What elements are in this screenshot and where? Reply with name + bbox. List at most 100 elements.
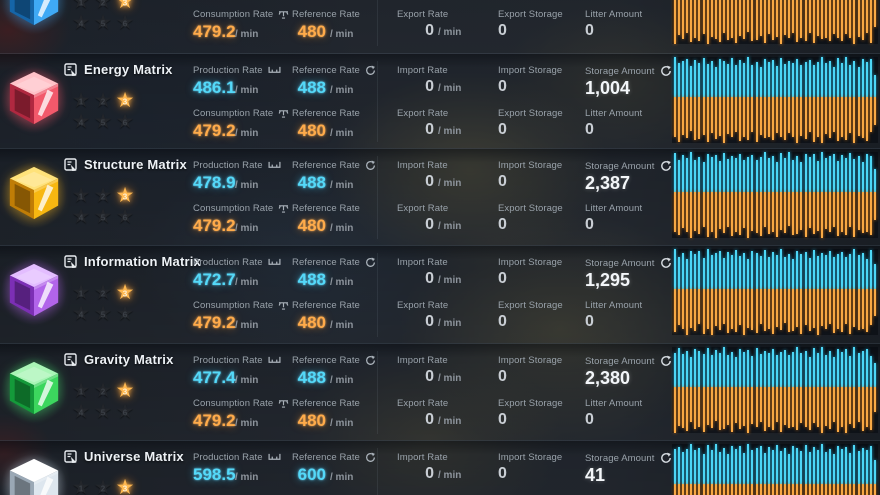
star-3-active[interactable]: ★ 3: [115, 281, 135, 304]
conveyor-belt-icon: [268, 258, 281, 265]
detail-view-icon[interactable]: [64, 157, 78, 172]
star-4[interactable]: ★ 4: [71, 302, 91, 325]
star-2[interactable]: ★ 2: [93, 184, 113, 207]
item-row: Information Matrix ★ 1 ★ 2 ★ 3 ★ 4 ★ 5 ★ 6 Pro…: [0, 245, 880, 344]
refresh-icon[interactable]: [660, 160, 672, 172]
star-2[interactable]: ★ 2: [93, 476, 113, 495]
detail-view-icon[interactable]: [64, 254, 78, 269]
item-name: Universe Matrix: [84, 449, 184, 464]
reference-column: Reference Rate 488/ min Reference Rate 4…: [292, 344, 384, 441]
litter-amount-label: Litter Amount: [585, 9, 643, 20]
star-4[interactable]: ★ 4: [71, 400, 91, 423]
refresh-icon[interactable]: [660, 355, 672, 367]
refresh-icon[interactable]: [365, 355, 376, 366]
star-1[interactable]: ★ 1: [71, 0, 91, 13]
storage-column: Storage Amount Litter Amount 0: [585, 0, 677, 53]
faucet-icon: [278, 302, 289, 310]
storage-amount-label: Storage Amount: [585, 355, 672, 367]
production-bars: [674, 444, 876, 484]
star-rating: ★1 ★2 ★3 ★4 ★5 ★6: [70, 185, 136, 227]
throughput-chart: [672, 249, 878, 335]
star-2[interactable]: ★ 2: [93, 281, 113, 304]
star-5[interactable]: ★ 5: [93, 302, 113, 325]
star-4[interactable]: ★ 4: [71, 11, 91, 34]
storage-amount-value: 2,387: [585, 173, 631, 193]
item-cube-icon[interactable]: [5, 164, 63, 222]
production-rate-value: 478.9/ min: [193, 173, 259, 192]
refresh-icon[interactable]: [365, 257, 376, 268]
reference-column: Reference Rate 600/ min Reference Rate /…: [292, 441, 384, 495]
refresh-icon[interactable]: [365, 65, 376, 76]
reference-column: Reference Rate / min Reference Rate 480/…: [292, 0, 384, 53]
item-name: Structure Matrix: [84, 157, 187, 172]
throughput-chart: [672, 57, 878, 143]
star-1[interactable]: ★ 1: [71, 379, 91, 402]
star-3-active[interactable]: ★ 3: [115, 0, 135, 13]
import-rate-label: Import Rate: [397, 355, 448, 366]
star-5[interactable]: ★ 5: [93, 11, 113, 34]
export-storage-value: 0: [498, 22, 507, 39]
star-4[interactable]: ★ 4: [71, 110, 91, 133]
star-6[interactable]: ★ 6: [115, 302, 135, 325]
star-rating: ★1 ★2 ★3 ★4 ★5 ★6: [70, 90, 136, 132]
star-1[interactable]: ★ 1: [71, 184, 91, 207]
item-cube-icon[interactable]: [5, 69, 63, 127]
consumption-rate-value: 479.2/ min: [193, 411, 259, 430]
detail-view-icon[interactable]: [64, 449, 78, 464]
import-rate-label: Import Rate: [397, 452, 448, 463]
refresh-icon[interactable]: [365, 160, 376, 171]
import-rate-value: 0/ min: [425, 368, 462, 385]
refresh-icon[interactable]: [365, 452, 376, 463]
star-6[interactable]: ★ 6: [115, 205, 135, 228]
litter-amount-value: 0: [585, 121, 594, 138]
reference-rate-value-top: 488/ min: [297, 78, 354, 97]
export-rate-value: 0/ min: [425, 216, 462, 233]
detail-view-icon[interactable]: [64, 62, 78, 77]
refresh-icon[interactable]: [660, 452, 672, 464]
star-6[interactable]: ★ 6: [115, 110, 135, 133]
star-2[interactable]: ★ 2: [93, 89, 113, 112]
star-2[interactable]: ★ 2: [93, 379, 113, 402]
reference-rate-label-bottom: Reference Rate: [292, 108, 360, 119]
star-2[interactable]: ★ 2: [93, 0, 113, 13]
export-storage-label: Export Storage: [498, 108, 563, 119]
star-3-active[interactable]: ★ 3: [115, 379, 135, 402]
reference-rate-value-bottom: 480/ min: [297, 411, 354, 430]
conveyor-belt-icon: [268, 161, 281, 168]
star-5[interactable]: ★ 5: [93, 400, 113, 423]
star-5[interactable]: ★ 5: [93, 205, 113, 228]
star-1[interactable]: ★ 1: [71, 281, 91, 304]
item-row: ★1 ★2 ★3 ★4 ★5 ★6 Production Rate: [0, 0, 880, 53]
consumption-rate-value: 479.2/ min: [193, 313, 259, 332]
star-3-active[interactable]: ★ 3: [115, 184, 135, 207]
import-storage-label: Import Storage: [498, 355, 563, 366]
star-1[interactable]: ★ 1: [71, 89, 91, 112]
litter-amount-label: Litter Amount: [585, 398, 643, 409]
column-divider: [377, 448, 378, 495]
item-row: Gravity Matrix ★ 1 ★ 2 ★ 3 ★ 4 ★ 5 ★ 6 Product…: [0, 343, 880, 441]
column-divider: [377, 351, 378, 434]
export-rate-value: 0/ min: [425, 411, 462, 428]
item-cube-icon[interactable]: [5, 456, 63, 495]
item-cube-icon[interactable]: [5, 261, 63, 319]
item-header: Universe Matrix: [64, 449, 184, 464]
production-rate-label: Production Rate: [193, 257, 281, 268]
reference-rate-value-bottom: 480/ min: [297, 216, 354, 235]
star-3-active[interactable]: ★ 3: [115, 89, 135, 112]
import-storage-label: Import Storage: [498, 65, 563, 76]
star-6[interactable]: ★ 6: [115, 400, 135, 423]
refresh-icon[interactable]: [660, 257, 672, 269]
reference-rate-label-top: Reference Rate: [292, 160, 376, 171]
star-6[interactable]: ★ 6: [115, 11, 135, 34]
item-cube-icon[interactable]: [5, 0, 63, 28]
refresh-icon[interactable]: [660, 65, 672, 77]
production-rate-value: 486.1/ min: [193, 78, 259, 97]
star-5[interactable]: ★ 5: [93, 110, 113, 133]
star-4[interactable]: ★ 4: [71, 205, 91, 228]
detail-view-icon[interactable]: [64, 352, 78, 367]
item-cube-icon[interactable]: [5, 359, 63, 417]
reference-rate-value-top: 488/ min: [297, 270, 354, 289]
import-storage-value: 0: [498, 465, 507, 482]
star-3-active[interactable]: ★ 3: [115, 476, 135, 495]
star-1[interactable]: ★ 1: [71, 476, 91, 495]
